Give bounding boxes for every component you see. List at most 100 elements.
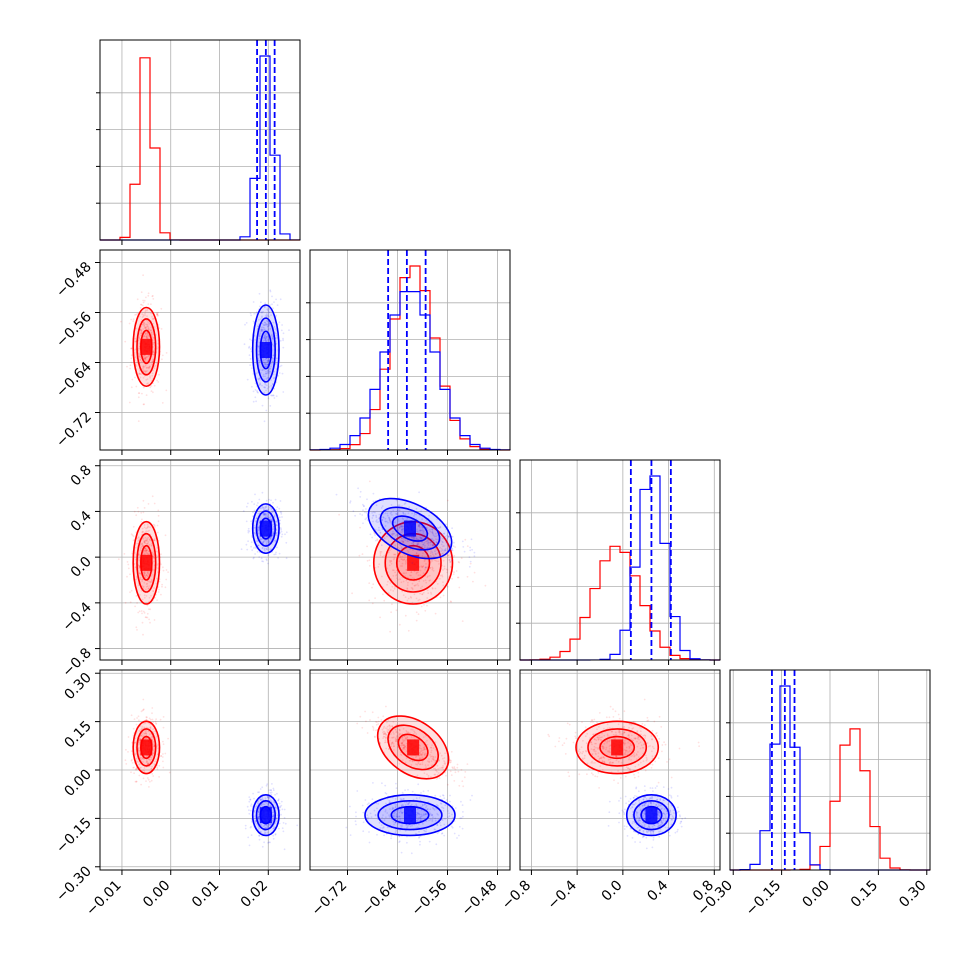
- sample-point: [150, 385, 153, 387]
- sample-point: [271, 383, 274, 385]
- sample-point: [274, 553, 277, 556]
- sample-point: [140, 303, 143, 306]
- sample-point: [365, 720, 367, 723]
- sample-point: [464, 538, 467, 541]
- sample-point: [266, 376, 269, 379]
- sample-point: [125, 763, 128, 765]
- sample-point: [266, 314, 268, 317]
- sample-point: [361, 804, 364, 807]
- sample-point: [144, 314, 146, 317]
- sample-point: [261, 491, 264, 494]
- sample-point: [263, 324, 266, 326]
- sample-point: [138, 353, 140, 355]
- sample-point: [258, 335, 261, 337]
- sample-point: [157, 531, 159, 534]
- sample-point: [366, 732, 369, 734]
- sample-point: [161, 583, 164, 586]
- sample-point: [363, 511, 366, 513]
- sample-point: [156, 313, 159, 315]
- sample-point: [457, 576, 460, 579]
- sample-point: [383, 834, 385, 837]
- sample-point: [256, 504, 258, 507]
- sample-point: [142, 633, 144, 636]
- sample-point: [258, 556, 261, 558]
- sample-point: [612, 716, 615, 718]
- sample-point: [261, 322, 264, 325]
- sample-point: [354, 514, 356, 517]
- sample-point: [162, 716, 165, 718]
- sample-point: [271, 337, 274, 339]
- sample-point: [278, 372, 281, 374]
- sample-point: [385, 705, 387, 708]
- sample-point: [144, 309, 147, 312]
- sample-point: [137, 396, 140, 399]
- sample-point: [354, 820, 357, 823]
- sample-point: [451, 527, 453, 530]
- sample-point: [351, 592, 353, 595]
- sample-point: [156, 599, 159, 601]
- x-tick-label: −0.72: [309, 878, 351, 920]
- sample-point: [364, 518, 367, 521]
- sample-point: [139, 356, 142, 359]
- sample-point: [273, 370, 276, 373]
- sample-point: [407, 629, 410, 632]
- sample-point: [152, 775, 155, 777]
- sample-point: [160, 553, 162, 556]
- sample-point: [434, 794, 437, 797]
- panel-frame: [99, 459, 301, 661]
- sample-point: [129, 364, 132, 367]
- sample-point: [153, 326, 156, 329]
- sample-point: [155, 718, 158, 721]
- sample-point: [130, 386, 133, 389]
- sample-point: [359, 490, 362, 493]
- y-tick-label: −0.72: [53, 409, 95, 451]
- sample-point: [145, 367, 148, 369]
- sample-point: [264, 323, 267, 325]
- sample-point: [267, 339, 269, 341]
- panel-1-0: −0.72−0.64−0.56−0.48: [53, 249, 301, 455]
- sample-point: [143, 335, 146, 338]
- sample-point: [145, 379, 148, 381]
- sample-point: [162, 743, 165, 746]
- sample-point: [450, 774, 453, 776]
- sample-point: [450, 549, 453, 552]
- sample-point: [271, 337, 274, 339]
- sample-point: [143, 325, 146, 327]
- sample-point: [242, 510, 245, 512]
- sample-point: [415, 611, 418, 614]
- sample-point: [167, 571, 170, 573]
- sample-point: [574, 735, 577, 738]
- sample-point: [374, 534, 376, 536]
- sample-point: [248, 346, 250, 349]
- sample-point: [371, 711, 374, 714]
- sample-point: [151, 773, 154, 775]
- sample-point: [269, 327, 272, 330]
- sample-point: [265, 499, 268, 502]
- sample-point: [139, 376, 142, 379]
- sample-point: [261, 329, 264, 332]
- sample-point: [144, 364, 147, 366]
- sample-point: [152, 358, 155, 361]
- sample-point: [271, 334, 274, 337]
- y-tick-label: −0.64: [53, 359, 95, 401]
- sample-point: [593, 718, 596, 721]
- sample-point: [268, 323, 271, 325]
- sample-point: [410, 852, 413, 855]
- sample-point: [428, 840, 431, 843]
- sample-point: [268, 789, 270, 791]
- sample-point: [384, 784, 387, 787]
- sample-point: [265, 313, 268, 316]
- sample-point: [265, 319, 268, 322]
- sample-point: [462, 785, 465, 788]
- sample-point: [398, 623, 401, 626]
- sample-point: [382, 593, 384, 596]
- sample-point: [142, 499, 145, 502]
- sample-point: [141, 304, 144, 307]
- sample-point: [438, 777, 441, 779]
- sample-point: [258, 292, 261, 295]
- sample-point: [252, 400, 255, 403]
- sample-point: [142, 322, 145, 325]
- sample-point: [263, 337, 266, 340]
- sample-point: [275, 314, 278, 317]
- sample-point: [144, 357, 146, 359]
